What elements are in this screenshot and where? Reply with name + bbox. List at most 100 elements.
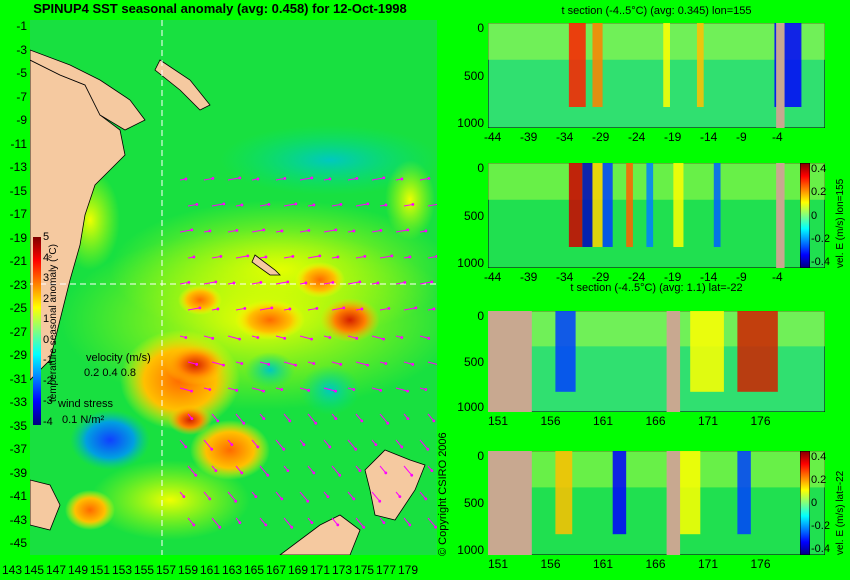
wind-arrow: [307, 413, 317, 424]
map-colorbar-tick: -1: [43, 354, 53, 366]
wind-arrow-head: [286, 280, 290, 284]
wind-arrow-head: [211, 177, 215, 180]
wind-arrow-head: [352, 497, 356, 501]
wind-arrow: [235, 465, 243, 474]
wind-arrow-head: [306, 499, 310, 503]
map-lat-label: -21: [9, 254, 27, 268]
wind-arrow: [179, 439, 187, 448]
wind-arrow-head: [424, 497, 428, 501]
wind-arrow-head: [243, 307, 247, 310]
wind-arrow-head: [190, 417, 194, 420]
wind-arrow-head: [264, 255, 268, 259]
section-land-mask: [488, 311, 532, 412]
wind-arrow-head: [210, 447, 214, 451]
map-field-blobs: [60, 125, 437, 540]
wind-arrow-head: [222, 363, 225, 367]
wind-arrow-head: [408, 523, 412, 527]
wind-arrow-head: [214, 280, 218, 284]
wind-arrow-head: [382, 176, 386, 180]
wind-arrow-head: [264, 523, 268, 527]
wind-arrow-head: [432, 307, 436, 311]
section-x-tick: -19: [664, 130, 682, 144]
wind-arrow: [275, 439, 285, 450]
wind-arrow: [235, 307, 245, 311]
section-x-tick: 171: [698, 557, 719, 571]
wind-arrow: [203, 177, 213, 181]
section-x-tick: -19: [664, 270, 682, 284]
wind-arrow: [251, 387, 264, 392]
wind-arrow-head: [216, 307, 220, 311]
wind-arrow-head: [338, 473, 342, 477]
map-colorbar-tick: 1: [43, 313, 50, 325]
wind-arrow-head: [192, 255, 196, 259]
wind-arrow: [299, 387, 309, 391]
wind-arrow-head: [400, 445, 404, 449]
section-x-tick: -14: [700, 270, 718, 284]
map-lon-label: 165: [244, 563, 265, 577]
section-x-tick: 176: [750, 414, 771, 428]
map-colorbar-tick: -4: [43, 415, 53, 428]
wind-arrow-head: [403, 281, 407, 284]
section-x-tick: -4: [772, 270, 783, 284]
section-y-tick: 1000: [457, 543, 484, 557]
wind-arrow-head: [267, 362, 271, 366]
map-lat-label: -17: [9, 207, 27, 221]
wind-arrow-head: [358, 280, 362, 284]
wind-arrow-head: [235, 229, 239, 232]
section-panel-title: t section (-4..5°C) (avg: 1.1) lat=-22: [570, 282, 743, 294]
wind-arrow-head: [374, 443, 378, 446]
map-colorbar: [33, 237, 41, 425]
section-anomaly-band: [646, 163, 654, 247]
wind-arrow: [379, 465, 387, 474]
wind-arrow: [427, 203, 437, 207]
section-colorbar-fill: [800, 451, 810, 555]
wind-arrow: [251, 439, 259, 448]
wind-arrow-head: [256, 336, 260, 339]
wind-arrow: [379, 413, 389, 424]
section-anomaly-band: [696, 23, 704, 107]
map-lat-label: -45: [9, 536, 27, 550]
section-colorbar: [800, 163, 810, 268]
section-plot-vel-lon155: [488, 163, 825, 268]
wind-arrow-head: [331, 281, 335, 284]
wind-arrow-head: [352, 229, 356, 233]
map-lat-label: -19: [9, 230, 27, 245]
wind-arrow-head: [280, 497, 284, 501]
wind-arrow-head: [366, 363, 369, 367]
section-x-tick: -39: [520, 270, 538, 284]
wind-arrow: [371, 177, 384, 181]
wind-arrow-head: [334, 417, 338, 420]
wind-arrow: [203, 335, 213, 339]
wind-arrow: [355, 255, 365, 259]
wind-arrow: [187, 465, 197, 476]
wind-arrow-head: [214, 469, 218, 472]
section-colorbar-tick: 0: [811, 209, 818, 222]
wind-arrow-head: [270, 306, 274, 310]
map-colorbar-fill: [33, 237, 41, 425]
wind-arrow-head: [410, 473, 414, 477]
wind-arrow-head: [190, 228, 194, 232]
wind-arrow-head: [355, 336, 359, 340]
velocity-legend-label: velocity (m/s): [86, 352, 151, 364]
wind-arrow-head: [280, 229, 284, 233]
wind-arrow-head: [378, 499, 382, 503]
map-lat-label: -37: [9, 442, 27, 456]
wind-arrow: [355, 361, 368, 366]
section-land-mask: [776, 23, 785, 128]
section-x-tick: 161: [593, 557, 614, 571]
map-colorbar-tick: 0: [43, 333, 50, 346]
section-y-tick: 500: [463, 354, 484, 369]
new-guinea-land: [30, 49, 146, 131]
wind-arrow: [187, 307, 200, 311]
section-x-tick: 151: [488, 557, 509, 571]
section-x-tick: -4: [772, 130, 783, 144]
wind-arrow-head: [360, 419, 364, 423]
section-upper-layer: [488, 23, 825, 60]
wind-arrow: [403, 307, 416, 311]
wind-arrow-head: [283, 177, 287, 180]
wind-arrow: [307, 307, 317, 311]
section-anomaly-band: [555, 451, 573, 535]
wind-arrow-head: [294, 363, 297, 367]
wind-arrow-head: [328, 177, 332, 181]
section-anomaly-band: [592, 23, 603, 107]
